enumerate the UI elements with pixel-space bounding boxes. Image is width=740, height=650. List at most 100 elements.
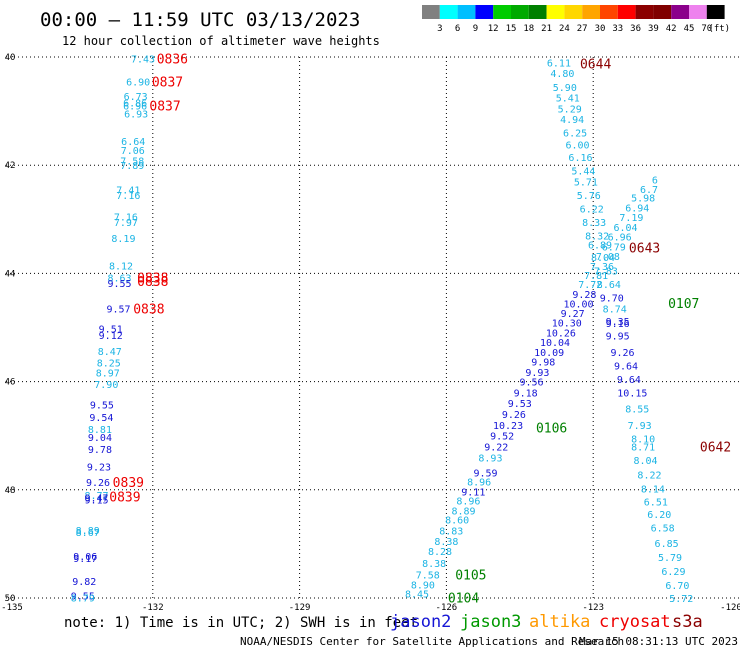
pass-time-label: 0104 (448, 591, 479, 606)
wave-height-reading: 8.97 (96, 368, 120, 379)
wave-height-reading: 6.04 (613, 223, 637, 234)
pass-time-label: 0837 (152, 75, 183, 90)
wave-height-reading: 6.00 (565, 141, 589, 152)
wave-height-reading: 6.7 (640, 185, 658, 196)
wave-height-reading: 9.78 (88, 445, 112, 456)
colorbar-swatch (439, 5, 458, 19)
wave-height-reading: 5.29 (558, 104, 582, 115)
wave-height-reading: 5.79 (658, 553, 682, 564)
colorbar-swatch (546, 5, 565, 19)
wave-height-reading: 8.32 (585, 232, 609, 243)
wave-height-reading: 8.47 (98, 347, 122, 358)
wave-height-reading: 9.28 (572, 290, 596, 301)
wave-height-reading: 7.43 (131, 55, 155, 66)
wave-height-reading: 8.89 (76, 526, 100, 537)
wave-height-reading: 7.36 (590, 262, 614, 273)
wave-height-reading: 10.26 (546, 328, 576, 339)
wave-height-reading: 5.90 (553, 83, 577, 94)
pass-time-label: 0105 (455, 569, 486, 584)
longitude-label: -129 (289, 603, 311, 613)
colorbar-swatch (653, 5, 672, 19)
wave-height-reading: 9.54 (89, 413, 113, 424)
wave-height-reading: 9.82 (72, 577, 96, 588)
wave-height-reading: 6.11 (547, 58, 571, 69)
wave-height-reading: 8.38 (434, 537, 458, 548)
wave-height-reading: 7.19 (619, 213, 643, 224)
wave-height-reading: 9.26 (502, 410, 526, 421)
colorbar-tick-label: 18 (523, 24, 534, 34)
wave-height-reading: 8.64 (597, 280, 621, 291)
colorbar-swatch (457, 5, 476, 19)
wave-height-reading: 8.10 (631, 434, 655, 445)
wave-height-reading: 6.96 (123, 102, 147, 113)
colorbar-tick-label: 24 (559, 24, 570, 34)
wave-height-readings: 7.436.906.736.866.966.936.647.067.587.89… (71, 55, 694, 605)
wave-height-reading: 9.52 (490, 432, 514, 443)
pass-time-labels: 0836083708370838083808380839083906440643… (109, 53, 731, 607)
pass-time-label: 0644 (580, 57, 611, 72)
colorbar-swatch (617, 5, 636, 19)
wave-height-reading: 6.58 (651, 524, 675, 535)
wave-height-reading: 9.11 (461, 487, 485, 498)
wave-height-reading: 9.06 (73, 552, 97, 563)
wave-height-reading: 6.94 (625, 203, 649, 214)
satellite-label-s3a: s3a (672, 612, 703, 632)
wave-height-reading: 8.12 (109, 261, 133, 272)
colorbar-swatch (511, 5, 529, 19)
wave-height-reading: 9.57 (106, 305, 130, 316)
wave-height-reading: 8.71 (631, 443, 655, 454)
footer-note: note: 1) Time is in UTC; 2) SWH is in fe… (64, 615, 418, 631)
wave-height-reading: 5.41 (556, 94, 580, 105)
wave-height-reading: 9.47 (84, 493, 108, 504)
wave-height-reading: 9.16 (606, 319, 630, 330)
longitude-label: -132 (142, 603, 164, 613)
wave-height-reading: 7.72 (578, 280, 602, 291)
wave-height-reading: 9.59 (473, 468, 497, 479)
wave-height-reading: 9.18 (514, 388, 538, 399)
colorbar-swatch (475, 5, 494, 19)
wave-height-reading: 6.51 (644, 498, 668, 509)
wave-height-reading: 8.14 (641, 485, 665, 496)
colorbar-swatch (671, 5, 689, 19)
wave-height-reading: 8.79 (71, 593, 95, 604)
wave-height-reading: 5.71 (574, 177, 598, 188)
colorbar-tick-label: 30 (595, 24, 606, 34)
footer-timestamp: Mar 15 08:31:13 UTC 2023 (579, 635, 738, 648)
pass-time-label: 0642 (700, 441, 731, 456)
wave-height-reading: 5.98 (631, 194, 655, 205)
wave-height-reading: 5.72 (669, 594, 693, 605)
satellite-label-jason2: jason2 (390, 612, 451, 632)
colorbar-swatch (582, 5, 600, 19)
wave-height-reading: 10.04 (540, 338, 570, 349)
pass-time-label: 0839 (109, 490, 140, 505)
wave-height-reading: 9.53 (508, 399, 532, 410)
colorbar-tick-label: 42 (666, 24, 677, 34)
colorbar-swatch (422, 5, 440, 19)
wave-height-reading: 9.12 (99, 331, 123, 342)
colorbar-swatch (600, 5, 618, 19)
wave-height-reading: 9.70 (600, 294, 624, 305)
colorbar-tick-label: 9 (473, 24, 478, 34)
wave-height-reading: 8.96 (456, 497, 480, 508)
latitude-label: 40 (5, 53, 16, 63)
wave-height-reading: 10.23 (493, 421, 523, 432)
satellite-legend: jason2 jason3 altika cryosat s3a (390, 612, 703, 632)
satellite-label-cryosat: cryosat (599, 612, 671, 632)
colorbar-tick-label: 6 (455, 24, 460, 34)
wave-height-reading: 6.70 (665, 581, 689, 592)
wave-height-reading: 7.83 (594, 267, 618, 278)
page-subtitle: 12 hour collection of altimeter wave hei… (62, 34, 380, 48)
wave-height-reading: 10.30 (552, 319, 582, 330)
longitude-label: -135 (1, 603, 23, 613)
longitude-label: -123 (582, 603, 604, 613)
wave-height-reading: 5.76 (577, 191, 601, 202)
wave-height-reading: 4.80 (550, 69, 574, 80)
wave-height-reading: 6.20 (647, 510, 671, 521)
wave-height-reading: 7.06 (121, 146, 145, 157)
wave-height-reading: 9.98 (531, 358, 555, 369)
wave-height-reading: 8.81 (88, 425, 112, 436)
wave-height-reading: 9.51 (99, 325, 123, 336)
colorbar-swatch (564, 5, 583, 19)
wave-height-reading: 9.95 (606, 332, 630, 343)
pass-time-label: 0107 (668, 297, 699, 312)
